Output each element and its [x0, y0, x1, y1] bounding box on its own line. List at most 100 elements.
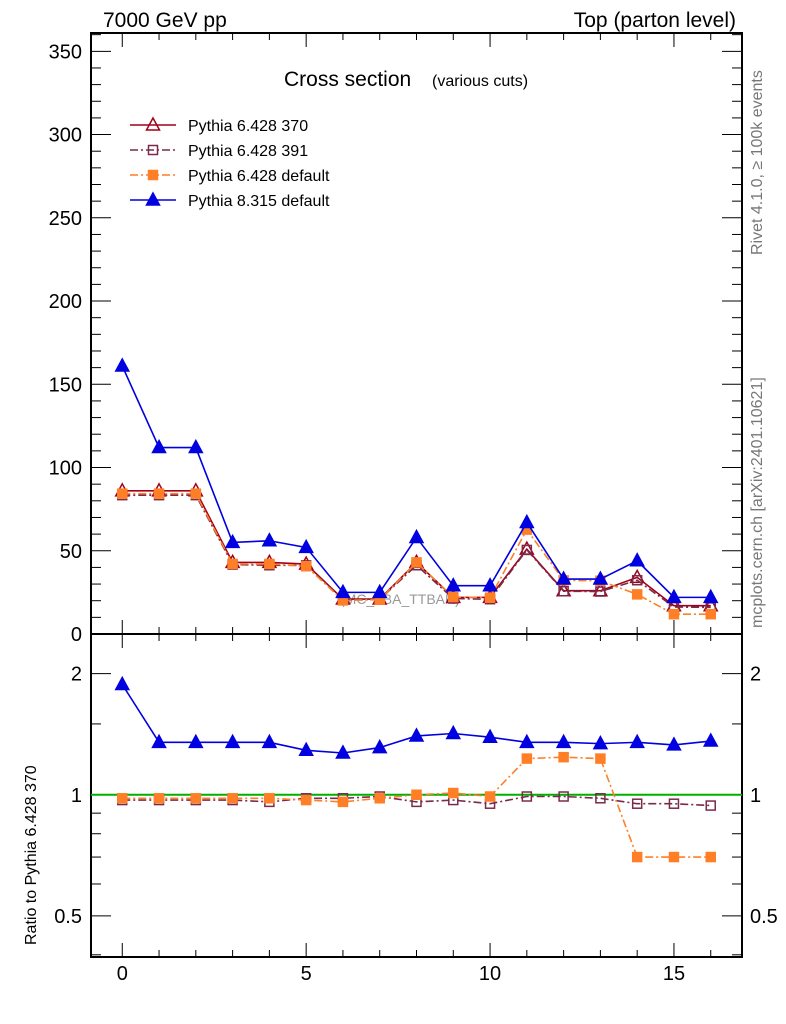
legend-marker: [145, 191, 161, 206]
ratio-point-3: [555, 733, 572, 749]
ratio-point-3: [702, 732, 719, 747]
data-point-2: [631, 589, 643, 600]
data-point-3: [114, 357, 131, 372]
ratio-point-1: [558, 791, 569, 802]
x-tick-label: 5: [301, 963, 312, 985]
data-point-3: [335, 583, 351, 599]
x-tick-label: 0: [117, 963, 128, 985]
data-point-3: [519, 513, 535, 529]
data-point-2: [300, 560, 312, 572]
ratio-point-2: [668, 851, 680, 863]
ratio-y-tick-label-right: 0.5: [750, 906, 778, 928]
data-point-2: [668, 608, 680, 620]
ratio-point-3: [335, 744, 351, 759]
legend-marker: [147, 169, 159, 181]
ratio-point-2: [631, 851, 643, 863]
ratio-ylabel: Ratio to Pythia 6.428 370: [23, 765, 40, 945]
ratio-point-1: [521, 791, 533, 802]
data-point-3: [482, 577, 498, 592]
ratio-y-tick-label: 0.5: [54, 906, 82, 928]
mcplots-label: mcplots.cern.ch [arXiv:2401.10621]: [749, 377, 766, 628]
ratio-point-3: [298, 741, 314, 757]
ratio-point-3: [666, 736, 682, 751]
ratio-y-tick-label: 1: [71, 785, 82, 807]
ratio-y-tick-label-right: 1: [750, 785, 761, 807]
ratio-line-3: [121, 684, 711, 754]
data-point-3: [408, 528, 425, 544]
y-tick-label: 200: [49, 291, 82, 313]
data-point-2: [448, 591, 459, 603]
legend-label: Pythia 6.428 391: [188, 143, 308, 160]
ratio-point-2: [300, 794, 312, 806]
chart-title: Cross section: [284, 68, 411, 91]
y-tick-label: 150: [49, 374, 82, 396]
y-tick-label: 100: [49, 458, 82, 480]
watermark: (MC_FBA_TTBAR): [340, 591, 460, 607]
chart-subtitle: (various cuts): [432, 73, 528, 90]
legend-label: Pythia 6.428 370: [188, 118, 308, 135]
data-point-1: [595, 586, 606, 597]
data-point-2: [190, 488, 202, 499]
ratio-point-3: [371, 739, 388, 754]
ratio-point-2: [484, 791, 496, 802]
data-point-1: [521, 544, 533, 556]
data-point-3: [629, 552, 645, 567]
y-tick-label: 350: [49, 41, 82, 63]
data-point-3: [224, 533, 241, 549]
ratio-point-2: [227, 793, 238, 804]
data-point-2: [153, 488, 165, 499]
ratio-point-1: [705, 800, 716, 811]
data-point-1: [631, 574, 643, 586]
ratio-point-3: [188, 733, 204, 749]
ratio-point-3: [408, 727, 425, 742]
ratio-point-2: [558, 751, 569, 763]
ratio-point-2: [190, 793, 202, 804]
y-tick-label: 250: [49, 208, 82, 230]
legend-label: Pythia 6.428 default: [188, 168, 330, 185]
data-point-2: [484, 592, 496, 603]
y-tick-label: 300: [49, 125, 82, 147]
data-point-3: [666, 588, 682, 604]
ratio-point-1: [595, 793, 606, 804]
x-tick-label: 15: [663, 963, 685, 985]
ratio-point-3: [261, 733, 278, 749]
data-point-3: [555, 570, 572, 585]
data-point-1: [558, 585, 569, 597]
legend-marker: [147, 144, 159, 156]
data-point-2: [705, 608, 716, 620]
ratio-y-tick-label: 2: [71, 664, 82, 686]
y-tick-label: 50: [60, 541, 82, 563]
ratio-point-2: [153, 793, 165, 804]
ratio-point-3: [445, 724, 462, 740]
x-tick-label: 10: [479, 963, 501, 985]
legend-label: Pythia 8.315 default: [188, 193, 330, 210]
header-right: Top (parton level): [574, 9, 736, 32]
data-point-3: [298, 538, 314, 554]
header-left: 7000 GeV pp: [103, 9, 227, 32]
ratio-line-1: [122, 795, 711, 807]
rivet-label: Rivet 4.1.0, ≥ 100k events: [749, 70, 766, 255]
data-point-3: [445, 577, 462, 592]
series-line-0: [122, 490, 711, 607]
ratio-point-3: [224, 733, 241, 749]
ratio-point-2: [117, 793, 128, 804]
data-point-3: [151, 438, 167, 454]
data-point-2: [227, 558, 238, 570]
y-tick-label: 0: [71, 624, 82, 646]
series-line-1: [122, 494, 711, 609]
ratio-point-3: [519, 733, 535, 749]
data-point-2: [411, 557, 422, 568]
ratio-point-2: [595, 753, 606, 764]
data-point-3: [592, 570, 609, 585]
ratio-point-2: [705, 851, 716, 863]
ratio-point-2: [374, 793, 385, 804]
ratio-point-2: [448, 787, 459, 799]
ratio-point-3: [151, 733, 167, 749]
ratio-y-tick-label-right: 2: [750, 664, 761, 686]
legend-marker: [145, 116, 161, 131]
ratio-point-3: [592, 735, 609, 750]
ratio-point-2: [264, 793, 275, 804]
ratio-point-2: [337, 796, 349, 808]
data-point-3: [188, 438, 204, 454]
